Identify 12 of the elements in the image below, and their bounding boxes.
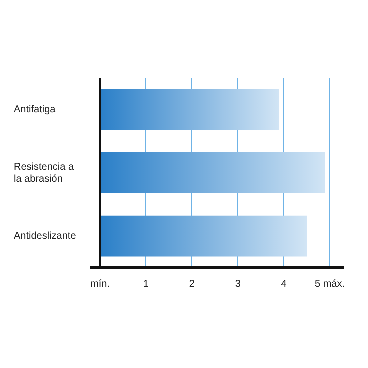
x-tick-label: 3	[235, 278, 242, 290]
x-tick-label: 2	[189, 278, 196, 290]
y-tick-label: Antifatiga	[14, 104, 56, 116]
x-tick-label: 4	[281, 278, 288, 290]
x-tick-label: 5 máx.	[314, 278, 346, 290]
y-tick-label: Resistencia a la abrasión	[14, 162, 74, 185]
y-tick-label: Antideslizante	[14, 231, 77, 242]
bar	[100, 152, 326, 194]
x-tick-label: 1	[143, 278, 150, 290]
x-tick-label: mín.	[90, 278, 110, 290]
bar	[100, 216, 308, 257]
bar	[100, 89, 280, 130]
